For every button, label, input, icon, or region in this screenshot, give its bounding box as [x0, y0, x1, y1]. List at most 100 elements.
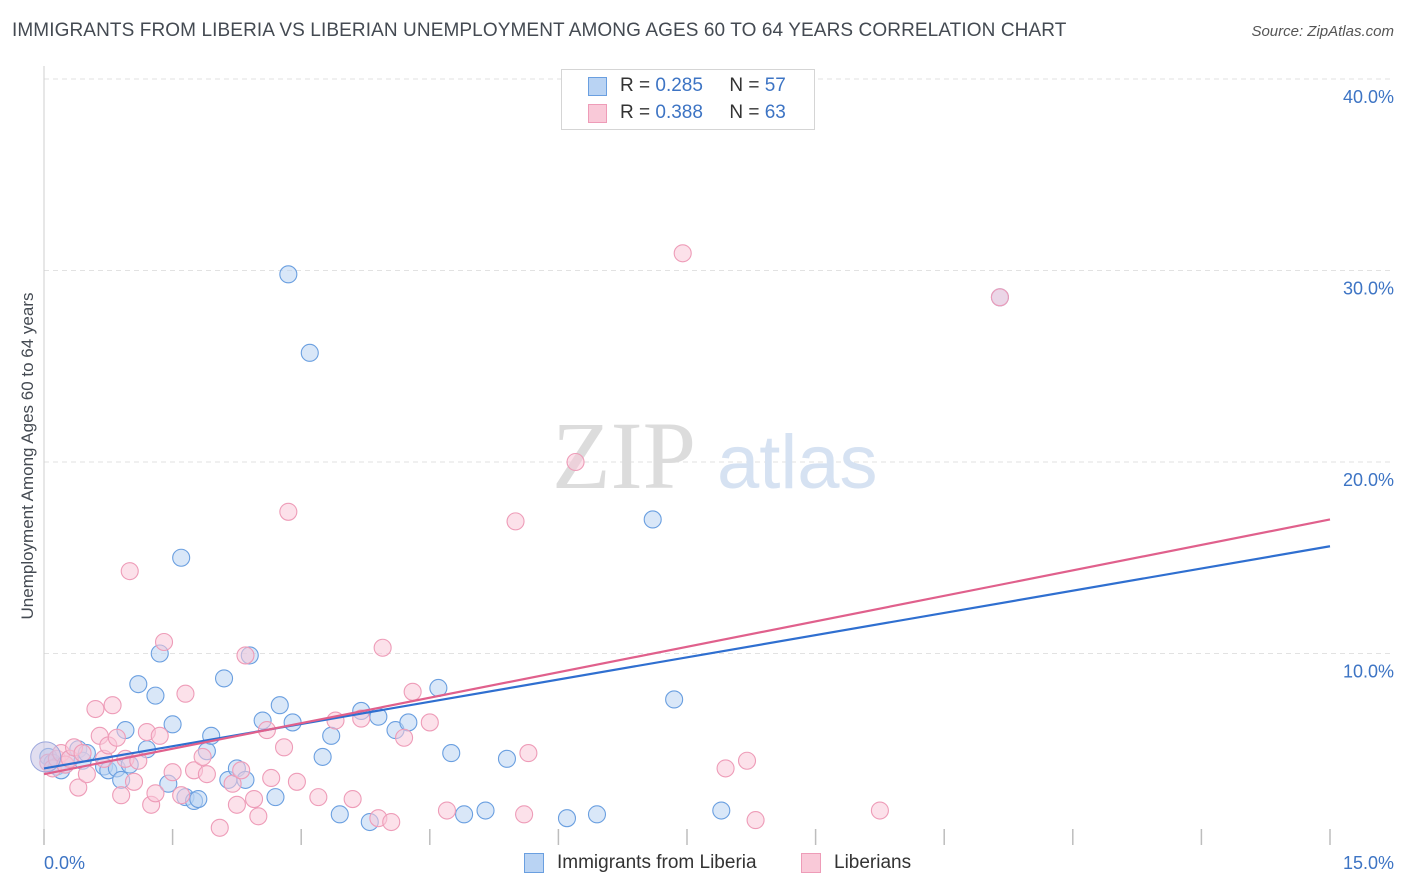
point-liberians [69, 778, 88, 797]
point-liberians [382, 812, 401, 832]
point-liberians [197, 765, 216, 784]
point-liberians [506, 512, 525, 531]
point-immigrants [300, 343, 319, 362]
point-liberians [176, 684, 195, 703]
point-liberians [154, 632, 174, 652]
n-value: 63 [764, 102, 786, 123]
point-liberians [73, 744, 92, 763]
point-immigrants [497, 749, 517, 768]
point-liberians [437, 801, 456, 820]
point-liberians [150, 726, 169, 745]
point-immigrants [476, 801, 495, 820]
point-immigrants [146, 686, 165, 705]
point-liberians [146, 784, 165, 803]
point-immigrants [455, 805, 474, 824]
point-liberians [262, 768, 281, 788]
point-immigrants [587, 805, 607, 824]
point-immigrants [399, 713, 418, 732]
point-liberians [737, 751, 757, 770]
grid-layer [44, 78, 1394, 654]
point-liberians [716, 759, 735, 778]
point-liberians [287, 772, 306, 791]
point-liberians [124, 772, 144, 791]
chart-title: IMMIGRANTS FROM LIBERIA VS LIBERIAN UNEM… [12, 20, 1067, 41]
bottom-legend-label: Liberians [834, 852, 912, 873]
bottom-legend-swatch-blue [524, 853, 544, 873]
y-tick-label: 20.0% [1343, 470, 1394, 490]
point-liberians [244, 789, 264, 809]
point-liberians [395, 728, 414, 747]
point-immigrants [129, 675, 148, 694]
bottom-legend-label: Immigrants from Liberia [557, 852, 757, 873]
point-liberians [746, 811, 765, 830]
n-label: N = [729, 102, 760, 123]
point-liberians [990, 288, 1009, 307]
point-liberians [279, 502, 298, 521]
point-liberians [343, 789, 362, 809]
point-liberians [103, 696, 122, 715]
y-tick-label: 30.0% [1343, 279, 1394, 299]
point-liberians [107, 728, 126, 747]
point-immigrants [172, 548, 191, 567]
point-liberians [420, 713, 439, 732]
point-liberians [309, 788, 328, 807]
point-immigrants [266, 788, 285, 807]
point-liberians [86, 699, 105, 719]
point-liberians [210, 818, 229, 837]
point-immigrants [557, 809, 577, 828]
point-immigrants [283, 713, 302, 732]
point-liberians [193, 747, 212, 766]
point-immigrants [279, 265, 298, 284]
r-label: R = [620, 75, 651, 96]
watermark-atlas: atlas [717, 420, 878, 505]
point-immigrants [442, 744, 461, 763]
trend-line-liberians [43, 518, 1331, 776]
point-immigrants [322, 726, 341, 745]
tick-label-layer: 10.0% 20.0% 30.0% 40.0% 0.0% 15.0% [44, 87, 1394, 873]
point-liberians [566, 452, 585, 472]
point-liberians [232, 761, 251, 780]
legend-swatch-pink [588, 104, 607, 123]
point-liberians [275, 738, 294, 757]
point-immigrants [270, 696, 289, 715]
r-value: 0.388 [655, 102, 703, 123]
axis-layer [43, 66, 1331, 845]
point-liberians [515, 805, 534, 824]
stats-legend: R = 0.285 N = 57 R = 0.388 N = 63 [561, 69, 815, 130]
point-liberians [673, 244, 692, 263]
point-immigrants [643, 510, 662, 529]
n-value: 57 [764, 75, 786, 96]
n-label: N = [729, 75, 760, 96]
point-liberians [223, 774, 242, 793]
legend-swatch-blue [588, 77, 607, 96]
point-liberians [172, 786, 191, 805]
point-immigrants [330, 805, 349, 824]
bottom-legend-swatch-pink [801, 853, 821, 873]
source-note: Source: ZipAtlas.com [1251, 23, 1394, 40]
x-tick-label: 0.0% [44, 853, 85, 873]
r-label: R = [620, 102, 651, 123]
point-immigrants [163, 715, 182, 734]
point-liberians [112, 786, 131, 805]
point-liberians [249, 807, 268, 826]
point-liberians [227, 795, 246, 814]
point-liberians [519, 744, 538, 763]
point-immigrants [189, 789, 208, 809]
point-liberians [163, 763, 182, 782]
point-liberians [77, 765, 96, 784]
x-tick-label: 15.0% [1343, 853, 1394, 873]
point-immigrants [712, 801, 731, 820]
point-immigrants [665, 690, 684, 709]
point-immigrants [214, 669, 234, 688]
point-liberians [870, 801, 889, 820]
point-liberians [403, 682, 422, 701]
trend-layer [43, 518, 1331, 776]
point-liberians [373, 638, 392, 657]
point-cluster [30, 741, 62, 773]
point-liberians [120, 562, 139, 581]
point-immigrants [313, 747, 332, 766]
y-tick-label: 40.0% [1343, 87, 1394, 107]
point-liberians [236, 646, 255, 665]
r-value: 0.285 [655, 75, 703, 96]
